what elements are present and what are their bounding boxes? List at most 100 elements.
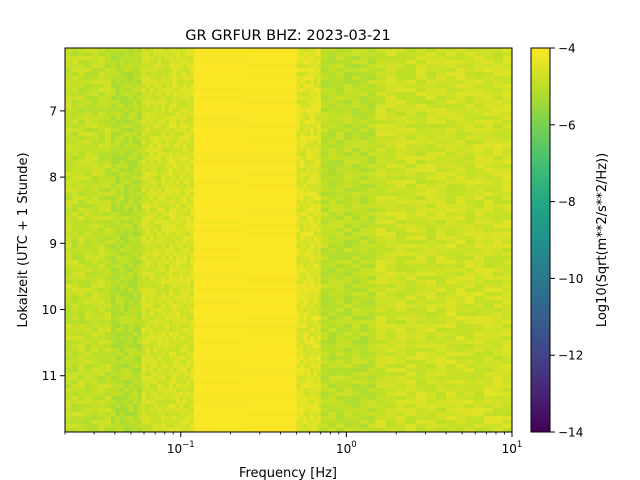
heatmap-cell bbox=[141, 352, 147, 357]
heatmap-cell bbox=[405, 248, 417, 253]
heatmap-cell bbox=[161, 216, 166, 221]
heatmap-cell bbox=[149, 192, 154, 197]
heatmap-cell bbox=[415, 144, 427, 149]
heatmap-cell bbox=[153, 104, 158, 109]
heatmap-cell bbox=[367, 68, 377, 73]
heatmap-cell bbox=[464, 72, 475, 77]
heatmap-cell bbox=[161, 188, 166, 193]
heatmap-cell bbox=[464, 60, 475, 65]
heatmap-cell bbox=[303, 324, 308, 329]
heatmap-cell bbox=[119, 92, 125, 97]
heatmap-cell bbox=[84, 48, 92, 53]
heatmap-cell bbox=[157, 264, 162, 269]
heatmap-cell bbox=[313, 248, 318, 253]
heatmap-cell bbox=[149, 200, 154, 205]
heatmap-cell bbox=[464, 128, 475, 133]
heatmap-cell bbox=[483, 72, 494, 77]
heatmap-cell bbox=[425, 220, 437, 225]
heatmap-cell bbox=[115, 256, 121, 261]
heatmap-cell bbox=[71, 300, 79, 305]
heatmap-cell bbox=[172, 184, 177, 189]
heatmap-cell bbox=[132, 140, 138, 145]
heatmap-cell bbox=[137, 220, 143, 225]
heatmap-cell bbox=[245, 128, 298, 133]
heatmap-cell bbox=[104, 56, 112, 61]
heatmap-cell bbox=[385, 276, 397, 281]
heatmap-cell bbox=[352, 344, 361, 349]
heatmap-cell bbox=[344, 172, 353, 177]
heatmap-cell bbox=[137, 320, 143, 325]
heatmap-cell bbox=[153, 112, 158, 117]
heatmap-cell bbox=[179, 168, 184, 173]
heatmap-cell bbox=[296, 352, 301, 357]
heatmap-cell bbox=[145, 268, 151, 273]
heatmap-cell bbox=[313, 232, 318, 237]
heatmap-cell bbox=[190, 100, 195, 105]
heatmap-cell bbox=[91, 236, 99, 241]
heatmap-cell bbox=[446, 316, 457, 321]
heatmap-cell bbox=[425, 260, 437, 265]
heatmap-cell bbox=[124, 160, 130, 165]
heatmap-cell bbox=[149, 144, 154, 149]
heatmap-cell bbox=[186, 192, 191, 197]
heatmap-cell bbox=[153, 364, 158, 369]
heatmap-cell bbox=[385, 160, 397, 165]
heatmap-cell bbox=[124, 244, 130, 249]
heatmap-cell bbox=[65, 304, 73, 309]
heatmap-cell bbox=[464, 196, 475, 201]
heatmap-cell bbox=[367, 368, 377, 373]
heatmap-cell bbox=[446, 112, 457, 117]
heatmap-cell bbox=[313, 240, 318, 245]
heatmap-cell bbox=[464, 80, 475, 85]
heatmap-cell bbox=[169, 272, 174, 277]
heatmap-cell bbox=[303, 276, 308, 281]
heatmap-cell bbox=[78, 356, 86, 361]
heatmap-cell bbox=[190, 352, 195, 357]
heatmap-cell bbox=[165, 284, 170, 289]
heatmap-cell bbox=[153, 284, 158, 289]
heatmap-cell bbox=[385, 112, 397, 117]
heatmap-cell bbox=[190, 320, 195, 325]
heatmap-cell bbox=[299, 140, 305, 145]
heatmap-cell bbox=[317, 80, 322, 85]
heatmap-cell bbox=[320, 160, 330, 165]
heatmap-cell bbox=[352, 356, 361, 361]
heatmap-cell bbox=[245, 196, 298, 201]
heatmap-cell bbox=[183, 384, 188, 389]
heatmap-cell bbox=[367, 352, 377, 357]
heatmap-cell bbox=[179, 384, 184, 389]
heatmap-cell bbox=[474, 276, 485, 281]
heatmap-cell bbox=[375, 308, 387, 313]
heatmap-cell bbox=[310, 368, 315, 373]
heatmap-cell bbox=[245, 56, 298, 61]
heatmap-cell bbox=[464, 192, 475, 197]
heatmap-cell bbox=[296, 116, 301, 121]
heatmap-cell bbox=[303, 92, 308, 97]
heatmap-cell bbox=[299, 224, 305, 229]
heatmap-cell bbox=[91, 144, 99, 149]
heatmap-cell bbox=[328, 304, 337, 309]
heatmap-cell bbox=[190, 168, 195, 173]
heatmap-cell bbox=[415, 216, 427, 221]
heatmap-cell bbox=[303, 320, 308, 325]
heatmap-cell bbox=[137, 140, 143, 145]
heatmap-cell bbox=[464, 296, 475, 301]
heatmap-cell bbox=[474, 160, 485, 165]
heatmap-cell bbox=[313, 340, 318, 345]
heatmap-cell bbox=[91, 316, 99, 321]
heatmap-cell bbox=[91, 344, 99, 349]
heatmap-cell bbox=[493, 188, 504, 193]
heatmap-cell bbox=[91, 204, 99, 209]
heatmap-cell bbox=[474, 244, 485, 249]
heatmap-cell bbox=[436, 272, 447, 277]
heatmap-cell bbox=[375, 132, 387, 137]
heatmap-cell bbox=[455, 336, 466, 341]
heatmap-cell bbox=[299, 180, 305, 185]
heatmap-cell bbox=[375, 276, 387, 281]
heatmap-cell bbox=[165, 208, 170, 213]
heatmap-cell bbox=[336, 284, 345, 289]
heatmap-cell bbox=[179, 296, 184, 301]
heatmap-cell bbox=[193, 100, 246, 105]
heatmap-cell bbox=[493, 352, 504, 357]
heatmap-cell bbox=[493, 160, 504, 165]
